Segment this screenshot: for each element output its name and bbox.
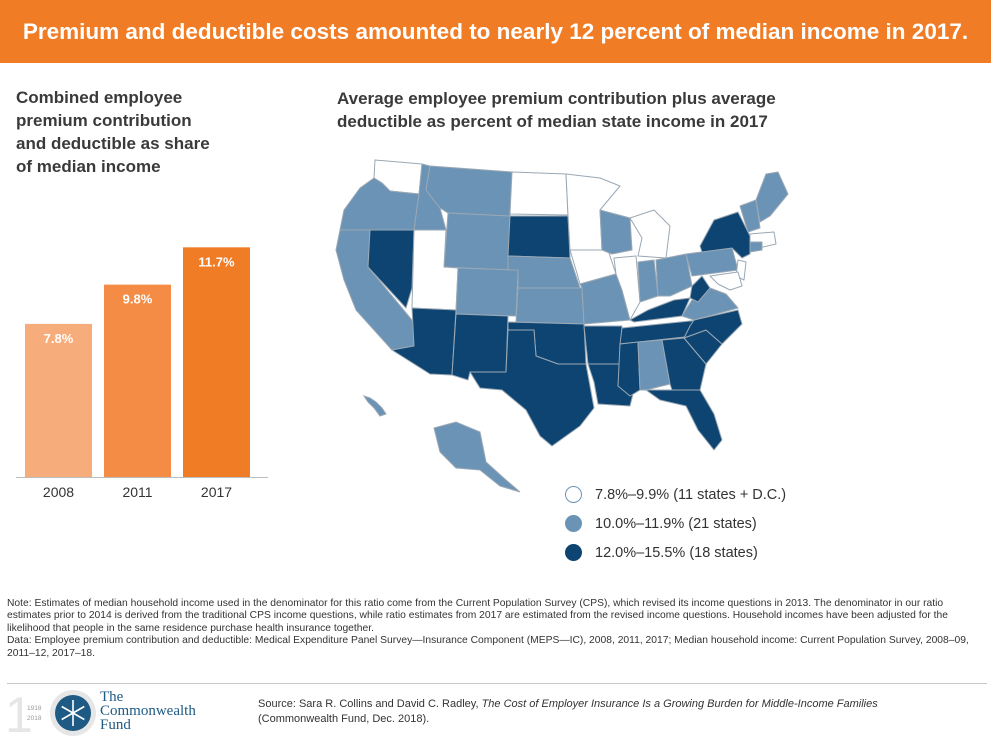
legend-label: 12.0%–15.5% (18 states)	[595, 544, 758, 561]
legend-label: 7.8%–9.9% (11 states + D.C.)	[595, 486, 787, 503]
bar-chart: 7.8% 2008 9.8% 2011 11.7% 2017	[16, 247, 268, 500]
logo-year-start: 1918	[27, 705, 42, 712]
logo-year-end: 2018	[27, 715, 42, 722]
bar-chart-title-line: premium contribution	[16, 111, 192, 130]
map-title: Average employee premium contribution pl…	[337, 87, 837, 133]
bar-chart-title-line: Combined employee	[16, 88, 183, 107]
state-alabama	[637, 339, 671, 391]
x-tick-label: 2011	[122, 484, 152, 500]
source-citation: Source: Sara R. Collins and David C. Rad…	[258, 697, 978, 727]
banner-title: Premium and deductible costs amounted to…	[0, 0, 991, 63]
legend-label: 10.0%–11.9% (21 states)	[595, 515, 757, 532]
state-new-mexico	[451, 313, 509, 381]
state-west-virginia	[689, 275, 711, 303]
legend-swatch-low	[565, 486, 582, 503]
legend-item: 10.0%–11.9% (21 states)	[565, 509, 786, 538]
note-text: Note: Estimates of median household inco…	[7, 598, 948, 634]
state-hawaii	[362, 395, 387, 417]
state-texas	[469, 329, 595, 447]
state-kansas	[515, 287, 585, 325]
legend-item: 12.0%–15.5% (18 states)	[565, 538, 786, 567]
state-north-dakota	[509, 171, 569, 216]
footer-divider	[7, 683, 987, 684]
state-maine	[755, 171, 789, 223]
bar-value-label: 7.8%	[44, 331, 74, 346]
bar-chart-title-line: and deductible as share	[16, 134, 210, 153]
alaska-hawaii	[362, 395, 521, 493]
state-new-york	[699, 211, 751, 259]
bar-value-label: 9.8%	[123, 292, 153, 307]
svg-text:1: 1	[5, 688, 33, 738]
logo-line: Commonwealth	[100, 703, 196, 719]
bar-chart-title-line: of median income	[16, 157, 161, 176]
bar-2008	[25, 323, 92, 477]
x-tick-label: 2017	[201, 484, 232, 500]
map-base	[335, 159, 789, 451]
map-title-line: Average employee premium contribution pl…	[337, 89, 776, 108]
legend-swatch-mid	[565, 515, 582, 532]
logo-line: The	[100, 689, 124, 705]
state-north-carolina	[683, 309, 743, 345]
source-suffix: (Commonwealth Fund, Dec. 2018).	[258, 713, 430, 725]
state-michigan	[629, 209, 671, 259]
state-mississippi	[617, 341, 641, 397]
source-prefix: Source: Sara R. Collins and David C. Rad…	[258, 698, 482, 710]
legend-item: 7.8%–9.9% (11 states + D.C.)	[565, 480, 786, 509]
state-wisconsin	[599, 209, 633, 255]
us-state-map	[335, 159, 789, 493]
state-nebraska	[507, 255, 581, 289]
map-title-line: deductible as percent of median state in…	[337, 112, 768, 131]
state-wyoming	[443, 212, 511, 271]
state-nevada	[367, 229, 415, 309]
state-maryland-delaware	[709, 271, 743, 291]
state-arkansas	[583, 325, 623, 365]
bar-2011	[104, 284, 171, 477]
state-florida	[645, 389, 723, 451]
bar-value-label: 11.7%	[198, 254, 235, 269]
logo-line: Fund	[100, 717, 131, 733]
state-ohio	[655, 253, 693, 297]
state-pennsylvania	[685, 247, 739, 277]
commonwealth-fund-logo: The Commonwealth Fund	[100, 689, 196, 733]
state-connecticut	[749, 241, 763, 253]
map-legend: 7.8%–9.9% (11 states + D.C.) 10.0%–11.9%…	[565, 480, 786, 567]
notes-block: Note: Estimates of median household inco…	[7, 598, 987, 660]
state-indiana	[637, 259, 659, 303]
state-south-dakota	[507, 215, 571, 259]
state-alaska	[433, 421, 521, 493]
x-tick-label: 2008	[43, 484, 74, 500]
bar-2017	[183, 247, 250, 477]
bar-chart-title: Combined employee premium contribution a…	[16, 86, 246, 178]
state-virginia	[681, 287, 739, 321]
snowflake-seal-icon: 1 1918 2018	[5, 688, 96, 738]
state-vermont-nh	[739, 199, 761, 233]
state-colorado	[455, 267, 519, 317]
source-title: The Cost of Employer Insurance Is a Grow…	[481, 698, 878, 710]
data-text: Data: Employee premium contribution and …	[7, 635, 969, 659]
legend-swatch-high	[565, 544, 582, 561]
